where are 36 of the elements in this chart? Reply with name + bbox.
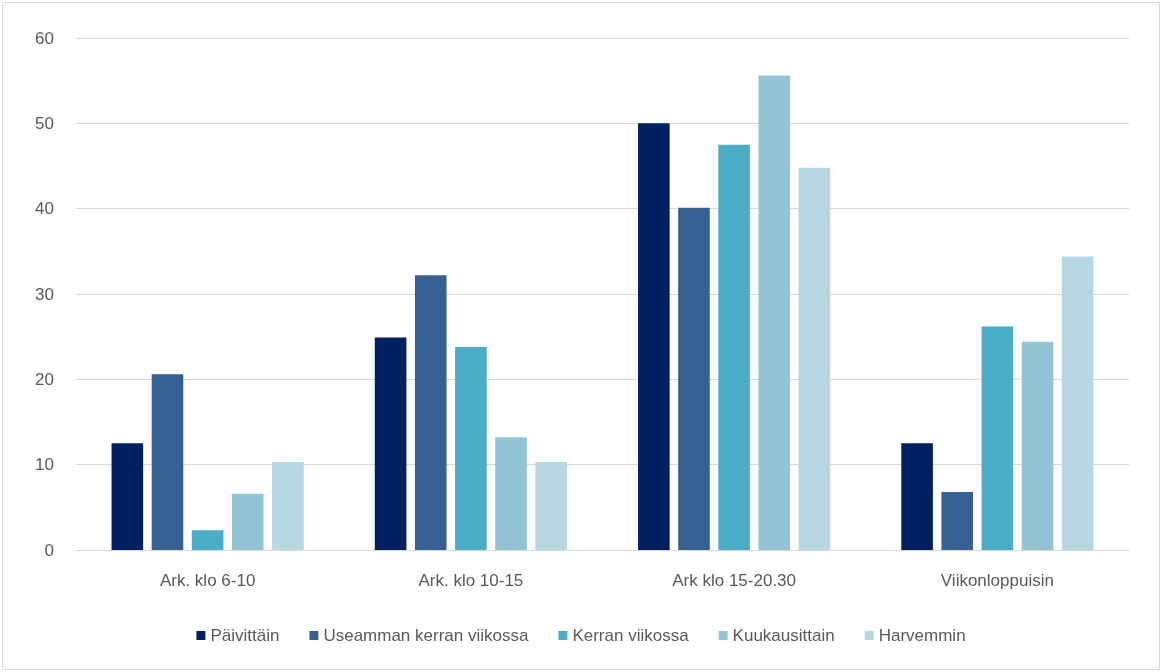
bar: [455, 346, 487, 550]
y-tick-label: 60: [35, 28, 54, 48]
y-tick-label: 30: [35, 284, 54, 304]
bar: [374, 337, 407, 550]
x-tick-label: Ark. klo 6-10: [159, 571, 256, 590]
bar: [678, 207, 710, 550]
bar: [535, 462, 567, 550]
bar: [191, 530, 224, 550]
bar: [638, 123, 670, 550]
x-tick-label: Ark klo 15-20.30: [672, 571, 797, 590]
y-tick-label: 10: [35, 455, 54, 475]
y-tick-label: 50: [35, 113, 54, 133]
bar: [798, 167, 831, 550]
bar: [758, 75, 791, 550]
bar: [272, 462, 304, 550]
bar: [1061, 256, 1094, 550]
bar: [151, 374, 184, 550]
legend-label: Kerran viikossa: [572, 626, 690, 645]
bar: [111, 443, 144, 550]
bar: [414, 275, 447, 550]
legend-label: Kuukausittain: [732, 626, 835, 645]
y-tick-label: 20: [35, 369, 54, 389]
bar: [1021, 341, 1054, 550]
bar: [718, 144, 750, 550]
bar: [495, 437, 527, 550]
y-tick-label: 40: [35, 199, 54, 219]
bar: [941, 491, 974, 550]
legend-label: Harvemmin: [878, 626, 966, 645]
y-tick-label: 0: [44, 540, 54, 560]
bar: [981, 326, 1014, 550]
x-tick-label: Ark. klo 10-15: [418, 571, 524, 590]
legend-label: Päivittäin: [210, 626, 280, 645]
legend-label: Useamman kerran viikossa: [323, 626, 529, 645]
x-tick-label: Viikonloppuisin: [940, 571, 1054, 590]
bar: [231, 493, 264, 550]
bar: [901, 443, 933, 550]
